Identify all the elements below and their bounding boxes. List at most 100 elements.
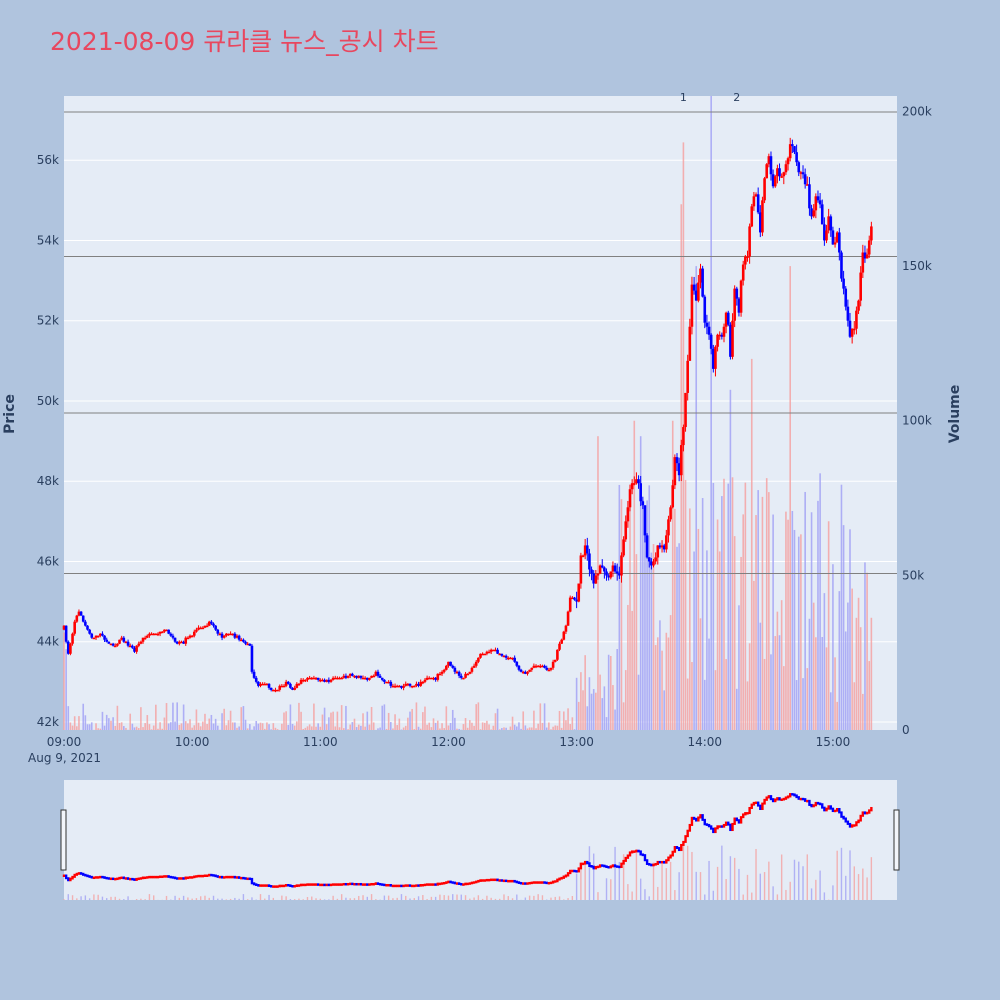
slider-candle [122, 876, 126, 880]
slider-candle [675, 846, 679, 850]
volume-bar [821, 636, 824, 730]
volume-bar [454, 717, 456, 730]
candle-body [867, 240, 871, 255]
slider-candle [391, 884, 395, 888]
slider-candle [201, 874, 205, 878]
slider-candle [797, 796, 800, 800]
slider-volume-bar [114, 896, 116, 900]
candle-body [658, 545, 662, 548]
volume-bar [276, 729, 279, 730]
volume-bar [819, 473, 821, 730]
candle-body [647, 557, 651, 562]
candle-body [694, 290, 698, 301]
slider-candle [665, 859, 668, 864]
slider-candle [782, 797, 785, 801]
volume-bar [389, 722, 392, 730]
candle-body [797, 162, 801, 173]
candle-body [838, 232, 841, 253]
slider-candle [509, 879, 512, 883]
volume-bar [637, 674, 640, 730]
volume-bar [580, 672, 582, 730]
candle-body [363, 677, 367, 680]
time-tick-label: 12:00 [431, 735, 466, 749]
volume-bar [436, 720, 439, 730]
volume-bar [137, 728, 140, 730]
slider-candle [677, 847, 681, 852]
slider-candle [641, 853, 645, 857]
candle-body [816, 196, 820, 201]
slider-volume-bar [311, 896, 313, 900]
slider-volume-bar [725, 878, 727, 900]
volume-bar [560, 727, 563, 730]
slider-candle [645, 859, 649, 865]
slider-volume-bar [375, 899, 377, 900]
candle-body [724, 312, 728, 327]
candle-body [408, 683, 412, 686]
slider-volume-bar [644, 889, 646, 900]
candle-body [314, 677, 318, 680]
candle-body [141, 637, 145, 642]
slider-volume-bar [746, 874, 749, 900]
candle-body [128, 645, 132, 648]
slider-candle [583, 860, 587, 865]
slider-volume-bar [268, 894, 270, 900]
slider-candle [248, 877, 252, 881]
volume-bar [864, 562, 866, 730]
candle-body [752, 196, 756, 207]
slider-candle [605, 865, 608, 869]
volume-bar [152, 725, 155, 730]
candle-body [160, 631, 164, 634]
slider-candle [697, 816, 700, 822]
candle-body [391, 685, 395, 688]
volume-bar [63, 632, 65, 730]
news-annotation-label: 2 [733, 91, 740, 104]
slider-volume-bar [413, 898, 415, 900]
slider-candle [398, 884, 401, 888]
candle-body [327, 679, 331, 682]
candle-body [754, 194, 758, 197]
slider-candle [205, 874, 209, 877]
slider-candle [116, 877, 119, 881]
volume-bar [689, 508, 691, 730]
slider-candle [718, 825, 721, 828]
volume-bar [648, 485, 651, 730]
volume-bar [178, 724, 181, 730]
slider-candle [566, 872, 570, 877]
volume-bar [84, 715, 87, 730]
slider-candle [573, 869, 576, 873]
volume-bar [721, 496, 723, 730]
slider-candle [269, 885, 273, 888]
slider-candle [564, 874, 568, 878]
slider-candle [695, 817, 698, 822]
volume-bar [676, 546, 678, 730]
slider-volume-bar [217, 898, 219, 900]
slider-candle [342, 882, 346, 886]
slider-candle [703, 818, 706, 826]
slider-volume-bar [140, 898, 142, 900]
slider-candle [761, 802, 764, 810]
slider-volume-bar [229, 898, 232, 900]
slider-candle [96, 876, 100, 879]
range-slider-right-handle[interactable] [893, 809, 900, 871]
slider-candle [462, 883, 465, 886]
volume-bar [714, 670, 717, 730]
slider-volume-bar [635, 849, 638, 900]
slider-candle [577, 867, 580, 873]
slider-volume-bar [580, 865, 582, 900]
candle-body [316, 677, 320, 680]
slider-candle [242, 876, 245, 880]
candle-body [581, 555, 585, 557]
slider-candle [171, 876, 175, 879]
slider-candle [378, 882, 382, 886]
slider-candle [863, 811, 867, 815]
slider-candle [137, 877, 140, 881]
candle-body [622, 539, 625, 556]
slider-candle [135, 877, 138, 881]
volume-bar [332, 711, 334, 730]
volume-bar [466, 727, 469, 730]
range-slider-left-handle[interactable] [60, 809, 67, 871]
slider-candle [835, 808, 839, 812]
volume-bar [407, 717, 409, 730]
volume-bar [708, 638, 710, 730]
